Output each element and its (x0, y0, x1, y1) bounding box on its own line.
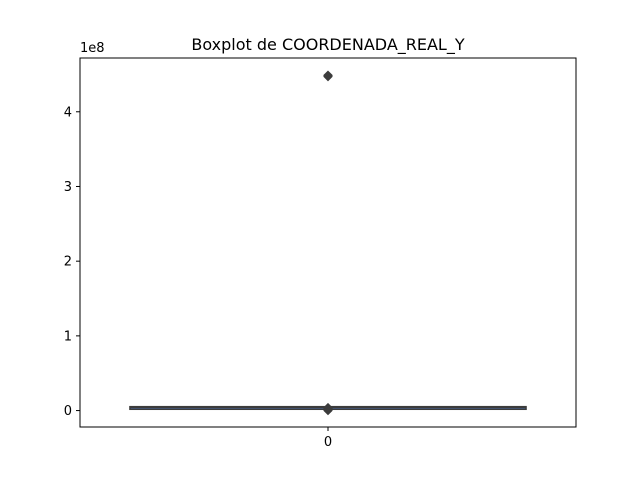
y-axis-offset-label: 1e8 (80, 41, 105, 56)
plot-area (129, 70, 527, 416)
y-tick-label: 4 (64, 105, 72, 120)
y-tick-label: 2 (64, 255, 72, 270)
x-tick-label: 0 (324, 435, 332, 450)
axes-frame (79, 57, 577, 428)
y-tick-label: 1 (64, 329, 72, 344)
outlier-point (323, 402, 333, 413)
y-tick-label: 0 (64, 404, 72, 419)
y-tick-label: 3 (64, 180, 72, 195)
y-axis: 0 1 2 3 4 (64, 105, 80, 419)
outlier-point (323, 70, 333, 80)
x-axis: 0 (324, 427, 332, 450)
chart-title: Boxplot de COORDENADA_REAL_Y (191, 35, 464, 55)
